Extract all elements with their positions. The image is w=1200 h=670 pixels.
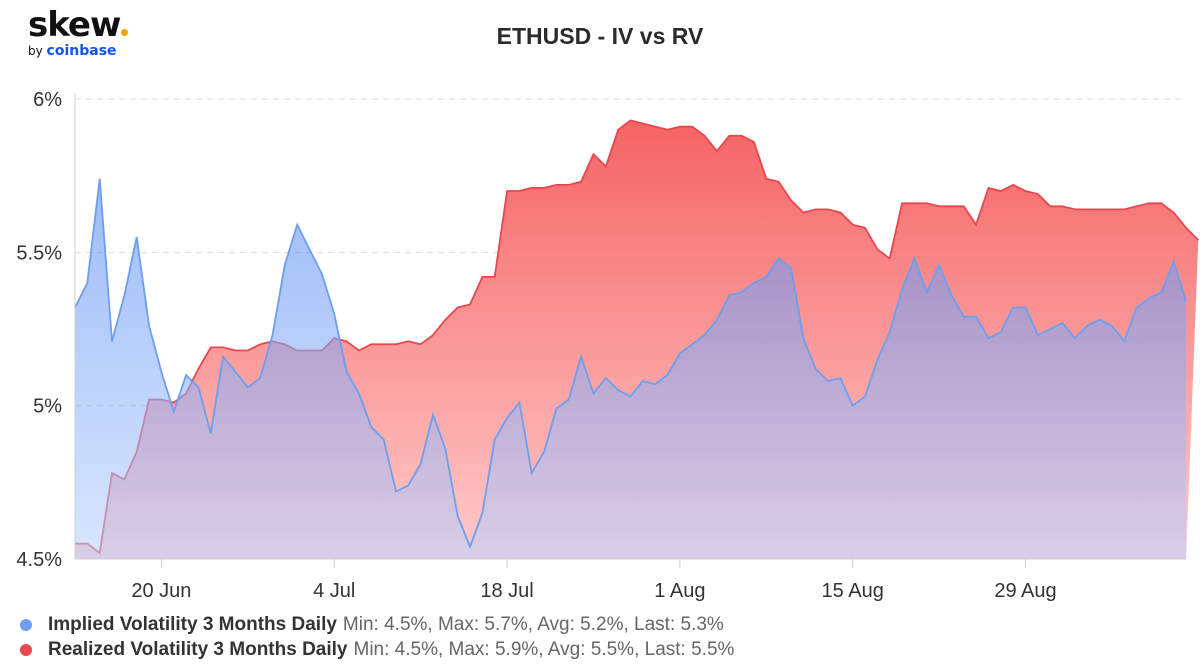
x-tick-label: 18 Jul [480, 580, 533, 602]
y-tick-label: 4.5% [16, 549, 62, 571]
y-tick-label: 5.5% [16, 242, 62, 264]
logo-by: by [28, 44, 43, 58]
legend-item-rv[interactable]: Realized Volatility 3 Months Daily Min: … [20, 637, 734, 662]
legend-item-iv[interactable]: Implied Volatility 3 Months Daily Min: 4… [20, 612, 734, 637]
rv-line [75, 119, 1199, 555]
legend: Implied Volatility 3 Months Daily Min: 4… [20, 612, 734, 662]
iv-line [74, 178, 1187, 550]
legend-marker-iv [20, 618, 32, 631]
y-tick-label: 5% [33, 396, 62, 418]
axis-layer: 4.5% 5% 5.5% 6% 20 Jun 4 Jul 18 Jul 1 Aug 15 Aug… [16, 89, 1186, 602]
x-tick-label: 29 Aug [994, 580, 1056, 602]
logo-dot [121, 29, 129, 36]
legend-label-iv: Implied Volatility 3 Months Daily [48, 614, 337, 635]
legend-label-rv: Realized Volatility 3 Months Daily [48, 639, 348, 660]
x-tick-label: 20 Jun [131, 580, 191, 602]
chart-title: ETHUSD - IV vs RV [496, 23, 704, 49]
logo-brand: coinbase [46, 43, 117, 59]
series-layer [74, 119, 1199, 559]
x-tick-label: 15 Aug [822, 580, 884, 602]
iv-rv-area-chart: 4.5% 5% 5.5% 6% 20 Jun 4 Jul 18 Jul 1 Aug 15 Aug… [16, 89, 1199, 602]
legend-marker-rv [20, 643, 32, 656]
logo-wordmark: skew [28, 5, 121, 45]
logo-subline: by coinbase [28, 44, 128, 58]
legend-stats-iv: Min: 4.5%, Max: 5.7%, Avg: 5.2%, Last: 5… [342, 614, 724, 635]
skew-logo: skew by coinbase [28, 5, 129, 58]
iv-area [75, 178, 1186, 559]
legend-stats-rv: Min: 4.5%, Max: 5.9%, Avg: 5.5%, Last: 5… [353, 639, 735, 660]
x-tick-label: 4 Jul [313, 580, 355, 602]
x-tick-label: 1 Aug [654, 580, 705, 602]
y-tick-label: 6% [33, 89, 62, 111]
